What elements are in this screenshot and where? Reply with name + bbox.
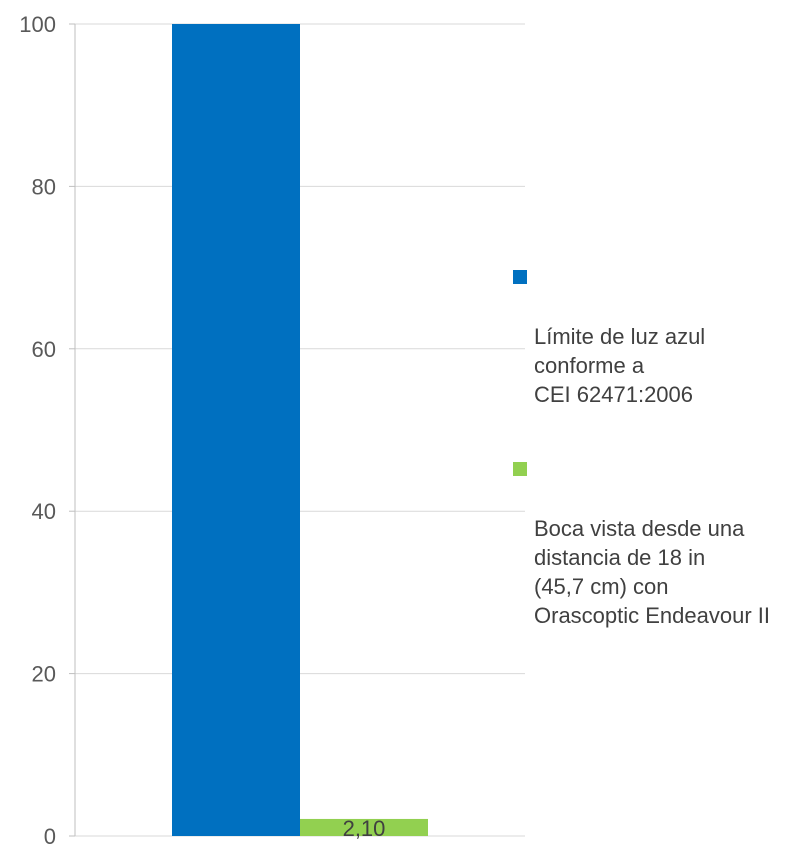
legend: Límite de luz azul conforme a CEI 62471:… <box>513 264 805 630</box>
y-tick-labels: 0 20 40 60 80 100 <box>19 12 56 849</box>
y-tick-label-100: 100 <box>19 12 56 37</box>
bars <box>172 24 428 836</box>
y-tick-label-40: 40 <box>32 499 56 524</box>
data-labels: 2,10 <box>343 816 386 841</box>
legend-item-mouth-view: Boca vista desde una distancia de 18 in … <box>513 456 805 630</box>
legend-item-blue-light-limit: Límite de luz azul conforme a CEI 62471:… <box>513 264 805 409</box>
legend-swatch-green <box>513 462 527 476</box>
bar-series-2 <box>300 818 428 836</box>
y-tick-label-0: 0 <box>44 824 56 849</box>
y-tick-label-20: 20 <box>32 662 56 687</box>
bar-series-1 <box>172 24 300 836</box>
legend-label-mouth-view: Boca vista desde una distancia de 18 in … <box>534 516 771 628</box>
data-label-series-2: 2,10 <box>343 816 386 841</box>
y-tick-label-80: 80 <box>32 174 56 199</box>
legend-label-blue-light-limit: Límite de luz azul conforme a CEI 62471:… <box>534 324 706 407</box>
legend-swatch-blue <box>513 270 527 284</box>
y-tick-label-60: 60 <box>32 337 56 362</box>
